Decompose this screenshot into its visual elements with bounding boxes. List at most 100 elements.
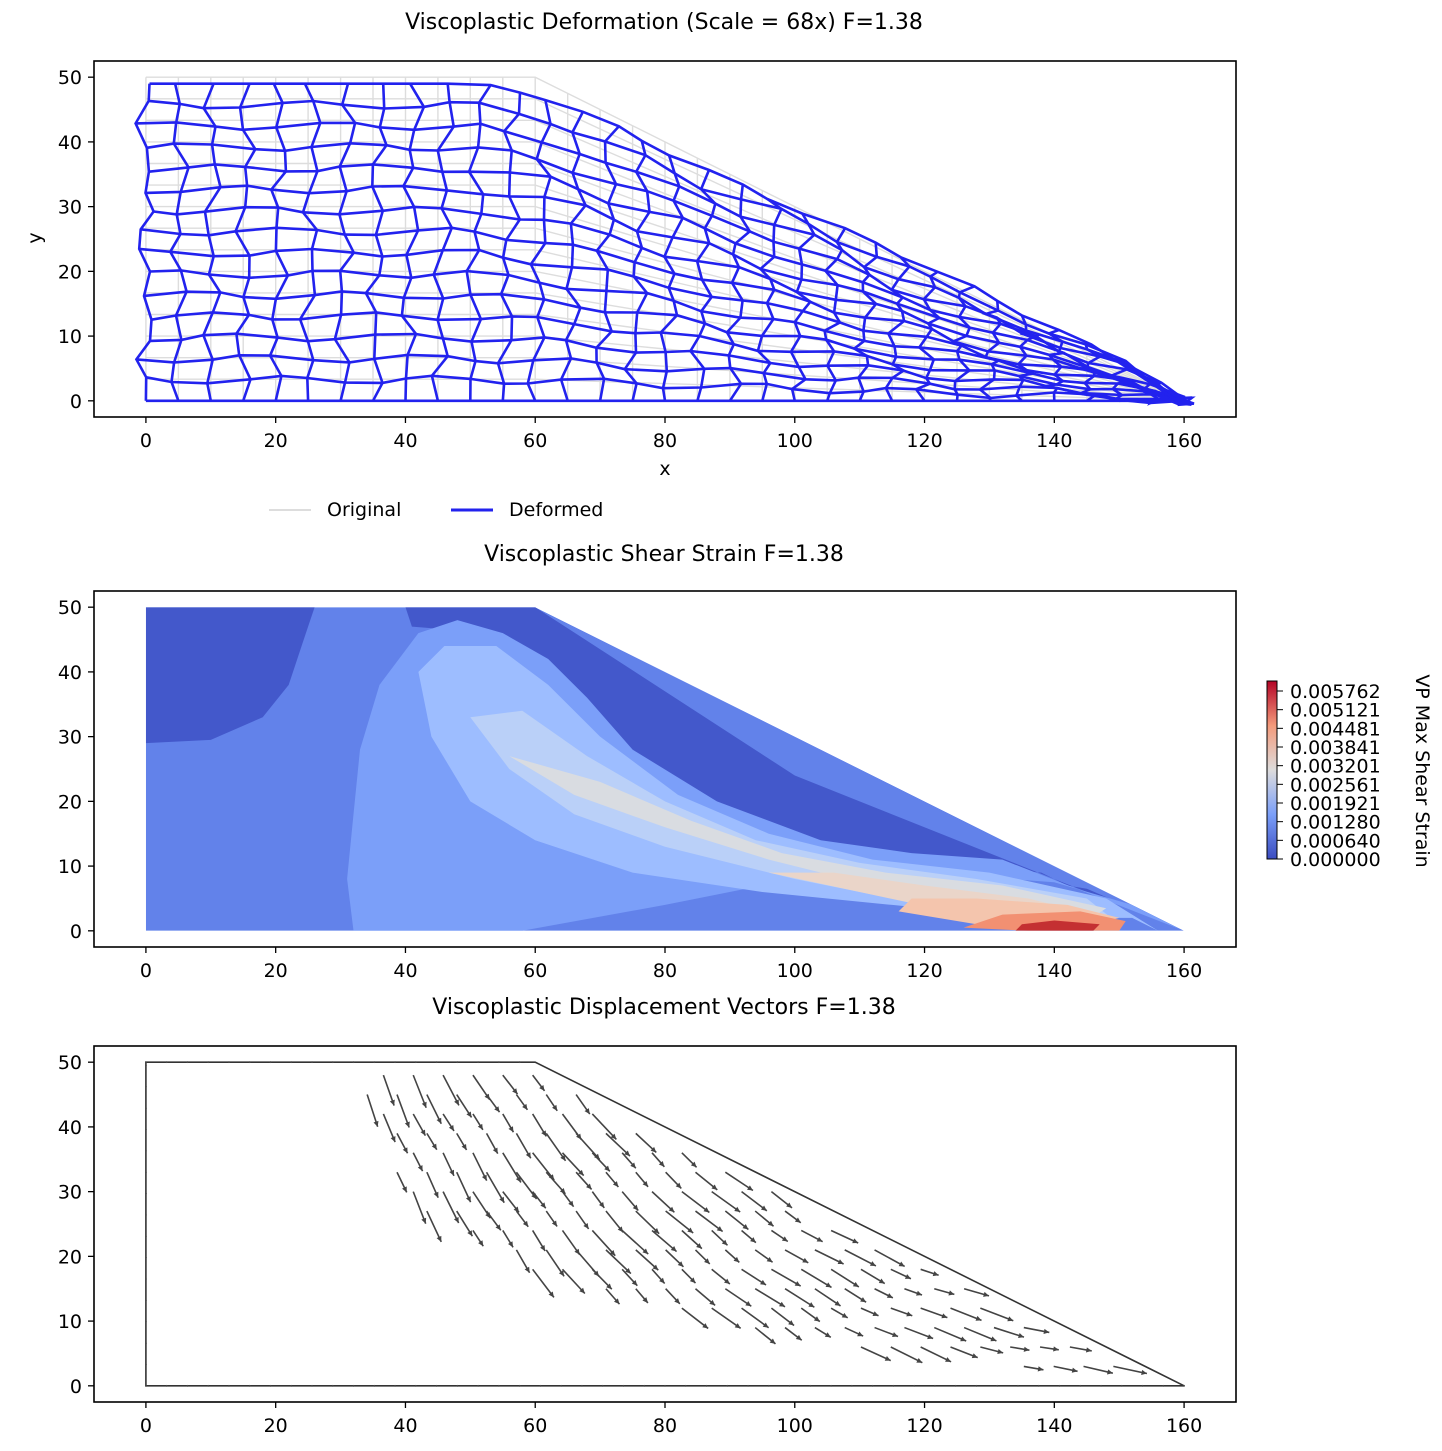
displacement-vector [724, 1171, 754, 1192]
zero-vector [954, 1384, 957, 1387]
vector-arrowhead [767, 1220, 774, 1227]
displacement-vector [426, 1210, 442, 1243]
vector-arrowhead [404, 1121, 410, 1128]
vector-arrowhead [696, 1243, 702, 1249]
vector-arrowhead [515, 1176, 521, 1183]
vector-arrowhead [824, 1332, 831, 1338]
x-tick-label: 40 [393, 1415, 417, 1437]
zero-vector [331, 1384, 334, 1387]
zero-vector [477, 1384, 480, 1387]
displacement-vector [920, 1346, 952, 1363]
zero-vector [497, 1384, 500, 1387]
displacement-vector [890, 1346, 923, 1364]
displacement-vector [442, 1074, 460, 1106]
x-tick-label: 100 [777, 1415, 813, 1437]
zero-vector [684, 1384, 687, 1387]
vector-arrowhead [598, 1201, 605, 1208]
displacement-title: Viscoplastic Displacement Vectors F=1.38 [432, 995, 895, 1020]
vector-arrowhead [975, 1315, 982, 1321]
vector-arrowhead [769, 1338, 776, 1344]
vector-arrowhead [941, 1313, 948, 1319]
x-tick-label: 120 [906, 960, 942, 982]
vector-arrowhead [642, 1297, 648, 1303]
vector-arrowhead [467, 1230, 473, 1237]
zero-vector [145, 1235, 147, 1238]
zero-vector [913, 1384, 916, 1387]
x-tick-label: 40 [393, 960, 417, 982]
zero-vector [975, 1384, 978, 1387]
zero-vector [145, 1085, 147, 1088]
displacement-vector [366, 1094, 379, 1128]
vector-arrowhead [551, 1220, 558, 1227]
vector-arrowhead [916, 1357, 923, 1363]
x-tick-label: 140 [1036, 1415, 1072, 1437]
deformed-mesh-row [149, 82, 1188, 402]
vector-arrowhead [632, 1204, 639, 1211]
vector-arrowhead [642, 1248, 649, 1255]
zero-vector [145, 1342, 147, 1344]
zero-vector [290, 1384, 293, 1387]
zero-vector [497, 1061, 500, 1064]
x-tick-label: 20 [264, 960, 288, 982]
zero-vector [248, 1061, 251, 1064]
vector-arrowhead [834, 1300, 841, 1306]
vector-arrowhead [709, 1299, 716, 1306]
vector-arrowhead [1037, 1366, 1044, 1372]
vector-arrowhead [610, 1133, 617, 1140]
y-tick-label: 30 [58, 727, 82, 749]
deformed-mesh-column [364, 83, 388, 402]
displacement-vector [1113, 1365, 1148, 1375]
x-axis: 0 20 40 60 80 100 120 140 160 [140, 417, 1202, 452]
zero-vector [394, 1384, 396, 1387]
y-tick-label: 40 [58, 1117, 82, 1139]
zero-vector [996, 1384, 999, 1387]
vector-arrowhead [522, 1103, 528, 1110]
vector-arrowhead [606, 1283, 612, 1290]
vector-arrowhead [436, 1117, 442, 1124]
y-tick-label: 20 [58, 791, 82, 813]
displacement-vector [741, 1307, 770, 1329]
deformed-mesh-column [1014, 314, 1041, 402]
x-tick-label: 40 [393, 430, 417, 452]
colorbar-tick-label: 0.003841 [1290, 737, 1381, 759]
displacement-vector [874, 1249, 906, 1268]
displacement-vector [396, 1094, 410, 1128]
zero-vector [705, 1384, 708, 1387]
vector-arrowhead [420, 1129, 426, 1136]
zero-vector [414, 1061, 417, 1064]
y-tick-label: 30 [58, 197, 82, 219]
vector-arrowhead [624, 1150, 630, 1157]
x-tick-label: 120 [906, 1415, 942, 1437]
zero-vector [145, 1064, 147, 1067]
x-tick-label: 80 [653, 1415, 677, 1437]
vector-arrowhead [431, 1143, 437, 1150]
deformed-mesh-column [977, 300, 1003, 402]
colorbar: 0.0057620.0051210.0044810.0038410.003201… [1266, 674, 1433, 871]
vector-arrowhead [522, 1220, 529, 1227]
x-tick-label: 60 [523, 430, 547, 452]
zero-vector [456, 1061, 459, 1064]
zero-vector [145, 1061, 147, 1064]
legend-label-deformed: Deformed [509, 499, 603, 521]
y-tick-label: 10 [58, 1311, 82, 1333]
x-tick-label: 100 [777, 430, 813, 452]
vector-arrowhead [795, 1334, 802, 1341]
vector-arrowhead [584, 1108, 590, 1115]
zero-vector [186, 1061, 189, 1064]
y-tick-label: 50 [58, 1052, 82, 1074]
displacement-vector [830, 1268, 860, 1288]
displacement-vector [621, 1229, 649, 1255]
zero-vector [622, 1384, 625, 1387]
y-axis: 0 10 20 30 40 50 [58, 1052, 94, 1398]
y-tick-label: 40 [58, 662, 82, 684]
y-axis: 0 10 20 30 40 50 [58, 67, 94, 413]
zero-vector [1017, 1384, 1019, 1387]
vector-arrowhead [886, 1293, 893, 1298]
vector-arrowhead [613, 1298, 620, 1305]
zero-vector [560, 1384, 563, 1387]
zero-vector [145, 1256, 147, 1259]
zero-vector [934, 1384, 936, 1387]
vector-arrowhead [499, 1196, 505, 1203]
x-tick-label: 60 [523, 1415, 547, 1437]
vector-arrowhead [734, 1206, 741, 1213]
